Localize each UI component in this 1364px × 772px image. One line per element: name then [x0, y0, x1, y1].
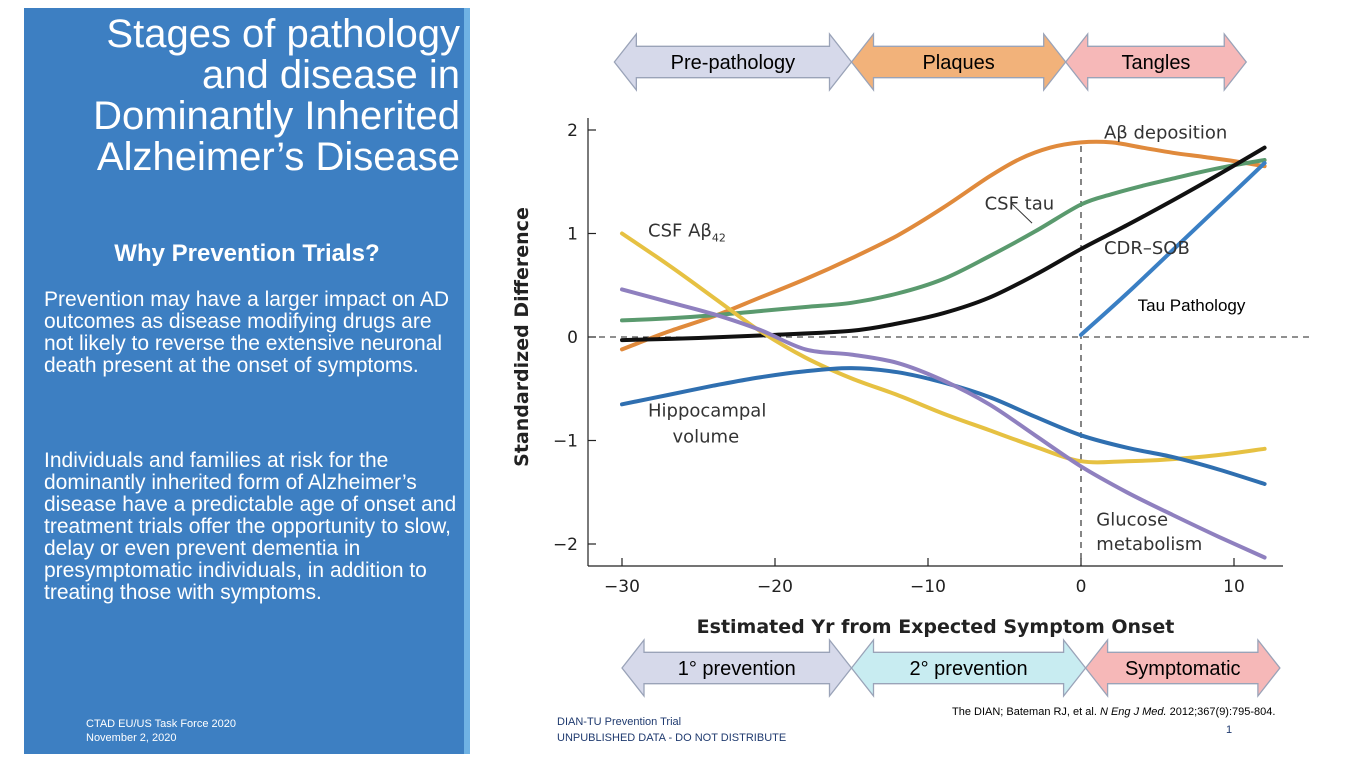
x-axis-label: Estimated Yr from Expected Symptom Onset [697, 616, 1175, 638]
stage-arrows-top: Pre-pathology Plaques Tangles [614, 34, 1246, 90]
conference-date: November 2, 2020 [86, 732, 177, 744]
curve-label: metabolism [1096, 534, 1202, 555]
x-tick-label: 10 [1223, 577, 1245, 597]
curve-label: Aβ deposition [1104, 122, 1227, 143]
curve-label: CDR–SOB [1104, 238, 1190, 259]
axis-labels: Estimated Yr from Expected Symptom Onset… [511, 207, 1174, 638]
y-tick-label: −2 [553, 535, 578, 555]
x-tick-label: −10 [910, 577, 946, 597]
y-tick-label: −1 [553, 432, 578, 452]
reference-lines [588, 146, 1313, 566]
y-tick-label: 0 [567, 328, 578, 348]
stage-pre-pathology-label: Pre-pathology [671, 52, 796, 74]
curve-label: CSF Aβ42 [648, 221, 726, 245]
x-tick-label: −20 [757, 577, 793, 597]
page-number: 1 [1226, 724, 1232, 736]
stage-arrows-bottom: 1° prevention 2° prevention Symptomatic [622, 640, 1280, 696]
paragraph-1: Prevention may have a larger impact on A… [44, 289, 464, 377]
slide-title: Stages of pathology and disease in Domin… [30, 14, 460, 178]
phase-1-prevention-label: 1° prevention [678, 658, 796, 680]
x-tick-label: −30 [604, 577, 640, 597]
curve-label: Tau Pathology [1138, 296, 1246, 315]
y-tick-label: 2 [567, 121, 578, 141]
paragraph-2: Individuals and families at risk for the… [44, 450, 464, 604]
section-heading: Why Prevention Trials? [24, 240, 470, 268]
curve-label: Glucose [1096, 509, 1168, 530]
phase-2-prevention-label: 2° prevention [910, 658, 1028, 680]
y-tick-label: 1 [567, 225, 578, 245]
footer-disclaimer: UNPUBLISHED DATA - DO NOT DISTRIBUTE [557, 732, 786, 744]
curve-label: Hippocampal [648, 401, 766, 422]
citation: The DIAN; Bateman RJ, et al. N Eng J Med… [952, 706, 1275, 718]
curve-label: volume [672, 427, 739, 448]
stage-tangles-label: Tangles [1122, 52, 1191, 74]
x-tick-label: 0 [1076, 577, 1087, 597]
series-glucose-metabolism [622, 289, 1265, 557]
conference-name: CTAD EU/US Task Force 2020 [86, 718, 236, 730]
series-lines [622, 142, 1265, 558]
y-axis-label: Standardized Difference [511, 207, 533, 467]
stage-plaques-label: Plaques [922, 52, 994, 74]
phase-symptomatic-label: Symptomatic [1125, 658, 1241, 680]
footer-trial-name: DIAN-TU Prevention Trial [557, 716, 681, 728]
